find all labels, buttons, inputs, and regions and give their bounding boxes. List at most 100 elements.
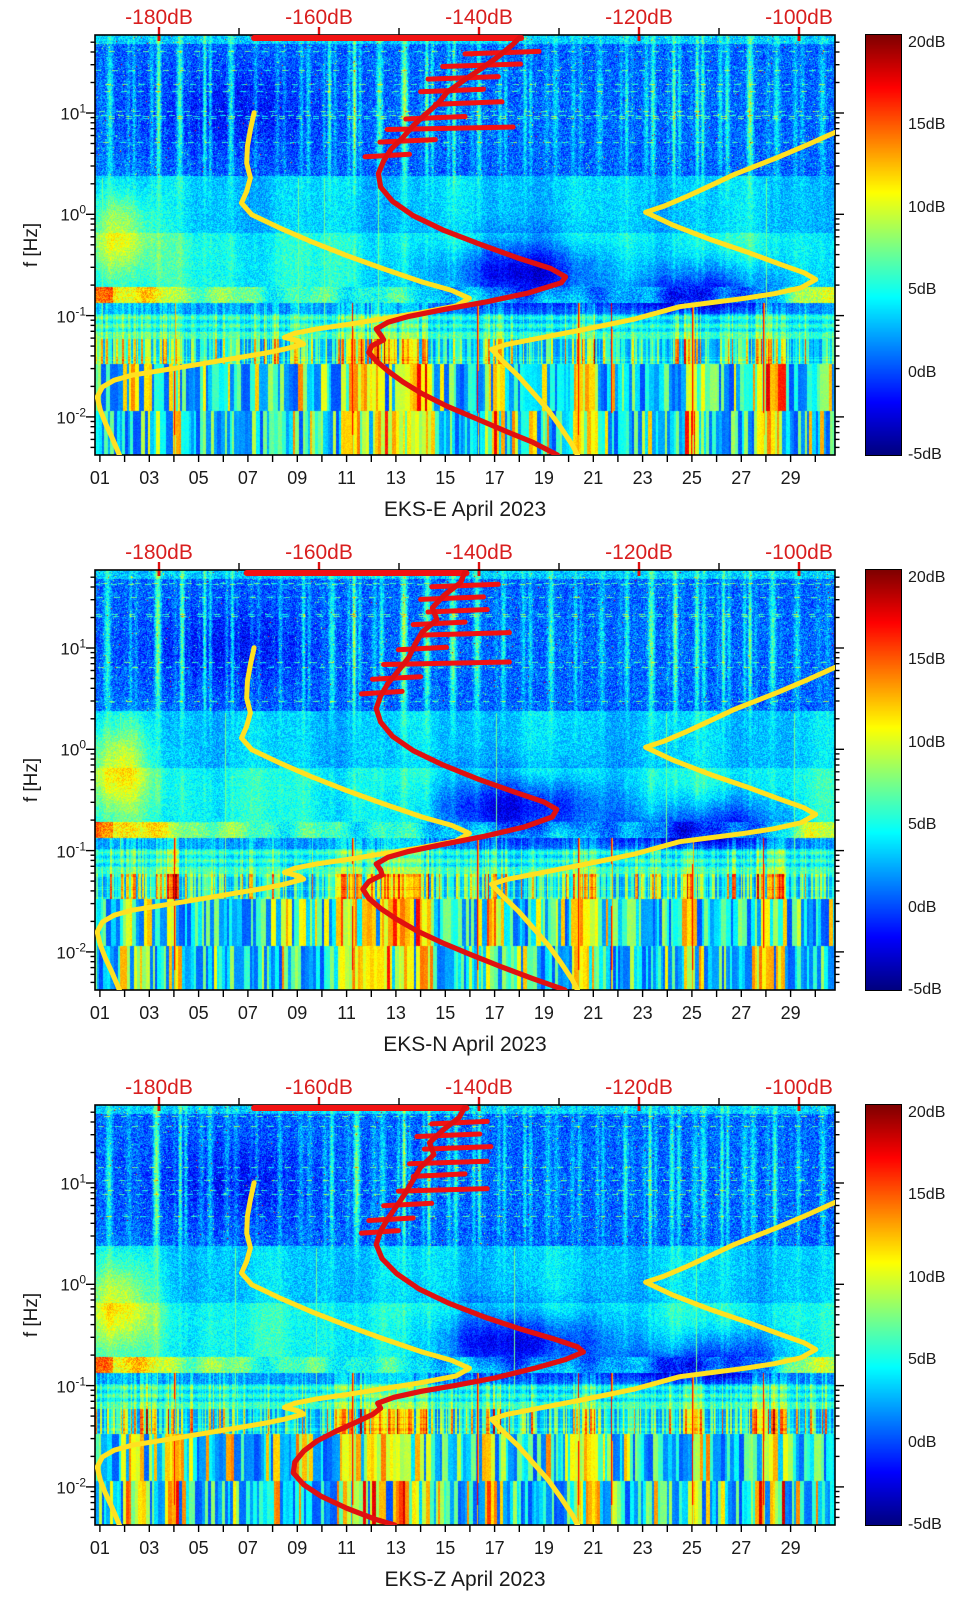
- colorbar-tick-label: 10dB: [908, 733, 946, 751]
- x-tick-label: 29: [780, 1538, 801, 1558]
- x-tick-label: 29: [780, 468, 801, 488]
- x-tick-label: 25: [681, 468, 702, 488]
- top-axis-db-label: -120dB: [605, 6, 673, 29]
- panel-eks-e: -180dB -160dB -140dB -120dB -100dB 01 03 05 07 09…: [0, 0, 962, 535]
- y-tick-label: 101: [60, 101, 86, 124]
- colorbar-tick-label: 5dB: [908, 1351, 937, 1369]
- x-tick-label: 13: [385, 1538, 406, 1558]
- colorbar-tick-label: 10dB: [908, 1268, 946, 1286]
- y-tick-label: 100: [60, 737, 86, 760]
- x-tick-label: 19: [533, 1538, 554, 1558]
- y-tick-label: 101: [60, 1171, 86, 1194]
- colorbar-tick-label: -5dB: [908, 1516, 942, 1533]
- x-tick-label: 11: [337, 468, 356, 488]
- panel-title: EKS-Z April 2023: [384, 1568, 546, 1591]
- colorbar-canvas: [865, 34, 902, 456]
- colorbar-tick-label: 10dB: [908, 198, 946, 216]
- y-axis-label: f [Hz]: [21, 757, 42, 803]
- x-tick-label: 07: [237, 468, 258, 488]
- panel-title: EKS-N April 2023: [383, 1033, 547, 1056]
- x-tick-label: 07: [237, 1538, 258, 1558]
- x-tick-label: 15: [435, 1538, 456, 1558]
- x-tick-label: 01: [89, 1003, 110, 1023]
- x-tick-label: 05: [188, 1538, 209, 1558]
- colorbar-tick-label: 15dB: [908, 651, 946, 669]
- x-tick-label: 01: [89, 1538, 110, 1558]
- top-axis-db-label: -140dB: [445, 6, 513, 29]
- x-tick-label: 19: [533, 468, 554, 488]
- colorbar-tick-label: 0dB: [908, 898, 937, 916]
- y-tick-label: 10-2: [56, 940, 86, 963]
- top-axis-db-label: -120dB: [605, 1076, 673, 1099]
- top-axis-db-label: -180dB: [125, 6, 193, 29]
- x-tick-label: 23: [632, 468, 653, 488]
- top-axis-db-label: -160dB: [285, 1076, 353, 1099]
- top-axis-db-label: -180dB: [125, 1076, 193, 1099]
- colorbar-tick-label: 15dB: [908, 116, 946, 134]
- x-tick-label: 03: [139, 1003, 160, 1023]
- y-axis-label: f [Hz]: [21, 1292, 42, 1338]
- x-tick-label: 09: [287, 1003, 308, 1023]
- top-axis-db-label: -100dB: [765, 6, 833, 29]
- y-tick-label: 101: [60, 636, 86, 659]
- x-tick-label: 29: [780, 1003, 801, 1023]
- colorbar-tick-label: 0dB: [908, 1433, 937, 1451]
- spectrogram-canvas: [95, 570, 835, 990]
- x-tick-label: 23: [632, 1538, 653, 1558]
- colorbar-tick-label: 5dB: [908, 816, 937, 834]
- x-tick-label: 21: [583, 1538, 604, 1558]
- x-tick-label: 05: [188, 468, 209, 488]
- x-tick-label: 13: [385, 1003, 406, 1023]
- panel-eks-z: -180dB -160dB -140dB -120dB -100dB 01 03 05 07 09…: [0, 1070, 962, 1599]
- y-tick-label: 10-1: [56, 1374, 86, 1396]
- x-tick-label: 23: [632, 1003, 653, 1023]
- y-tick-label: 100: [60, 202, 86, 225]
- x-tick-label: 15: [435, 468, 456, 488]
- panel-eks-n: -180dB -160dB -140dB -120dB -100dB 01 03 05 07 09…: [0, 535, 962, 1070]
- x-tick-label: 03: [139, 468, 160, 488]
- y-tick-label: 10-2: [56, 1475, 86, 1498]
- x-tick-label: 21: [583, 468, 604, 488]
- x-tick-label: 27: [731, 1003, 752, 1023]
- x-tick-label: 15: [435, 1003, 456, 1023]
- x-tick-label: 01: [89, 468, 110, 488]
- x-tick-label: 05: [188, 1003, 209, 1023]
- x-tick-label: 25: [681, 1003, 702, 1023]
- spectrogram-canvas: [95, 1105, 835, 1525]
- colorbar-tick-label: 0dB: [908, 363, 937, 381]
- x-tick-label: 11: [337, 1538, 356, 1558]
- top-axis-db-label: -100dB: [765, 541, 833, 564]
- x-tick-label: 09: [287, 468, 308, 488]
- spectrogram-canvas: [95, 35, 835, 455]
- x-tick-label: 17: [484, 1538, 505, 1558]
- x-tick-label: 27: [731, 468, 752, 488]
- colorbar-tick-label: 15dB: [908, 1186, 946, 1204]
- x-tick-label: 17: [484, 1003, 505, 1023]
- x-tick-label: 25: [681, 1538, 702, 1558]
- x-tick-label: 13: [385, 468, 406, 488]
- top-axis-db-label: -180dB: [125, 541, 193, 564]
- top-axis-db-label: -120dB: [605, 541, 673, 564]
- x-tick-label: 27: [731, 1538, 752, 1558]
- x-tick-label: 03: [139, 1538, 160, 1558]
- colorbar-tick-label: -5dB: [908, 981, 942, 998]
- colorbar-canvas: [865, 569, 902, 991]
- colorbar-tick-label: 20dB: [908, 1104, 946, 1121]
- top-axis-db-label: -140dB: [445, 541, 513, 564]
- y-tick-label: 100: [60, 1272, 86, 1295]
- colorbar-tick-label: 20dB: [908, 34, 946, 51]
- x-tick-label: 07: [237, 1003, 258, 1023]
- top-axis-db-label: -160dB: [285, 6, 353, 29]
- panel-title: EKS-E April 2023: [383, 498, 547, 521]
- y-axis-label: f [Hz]: [21, 222, 42, 268]
- x-tick-label: 17: [484, 468, 505, 488]
- x-tick-label: 21: [583, 1003, 604, 1023]
- top-axis-db-label: -100dB: [765, 1076, 833, 1099]
- x-tick-label: 19: [533, 1003, 554, 1023]
- y-tick-label: 10-2: [56, 405, 86, 428]
- y-tick-label: 10-1: [56, 839, 86, 861]
- colorbar-tick-label: -5dB: [908, 446, 942, 463]
- x-tick-label: 11: [337, 1003, 356, 1023]
- top-axis-db-label: -140dB: [445, 1076, 513, 1099]
